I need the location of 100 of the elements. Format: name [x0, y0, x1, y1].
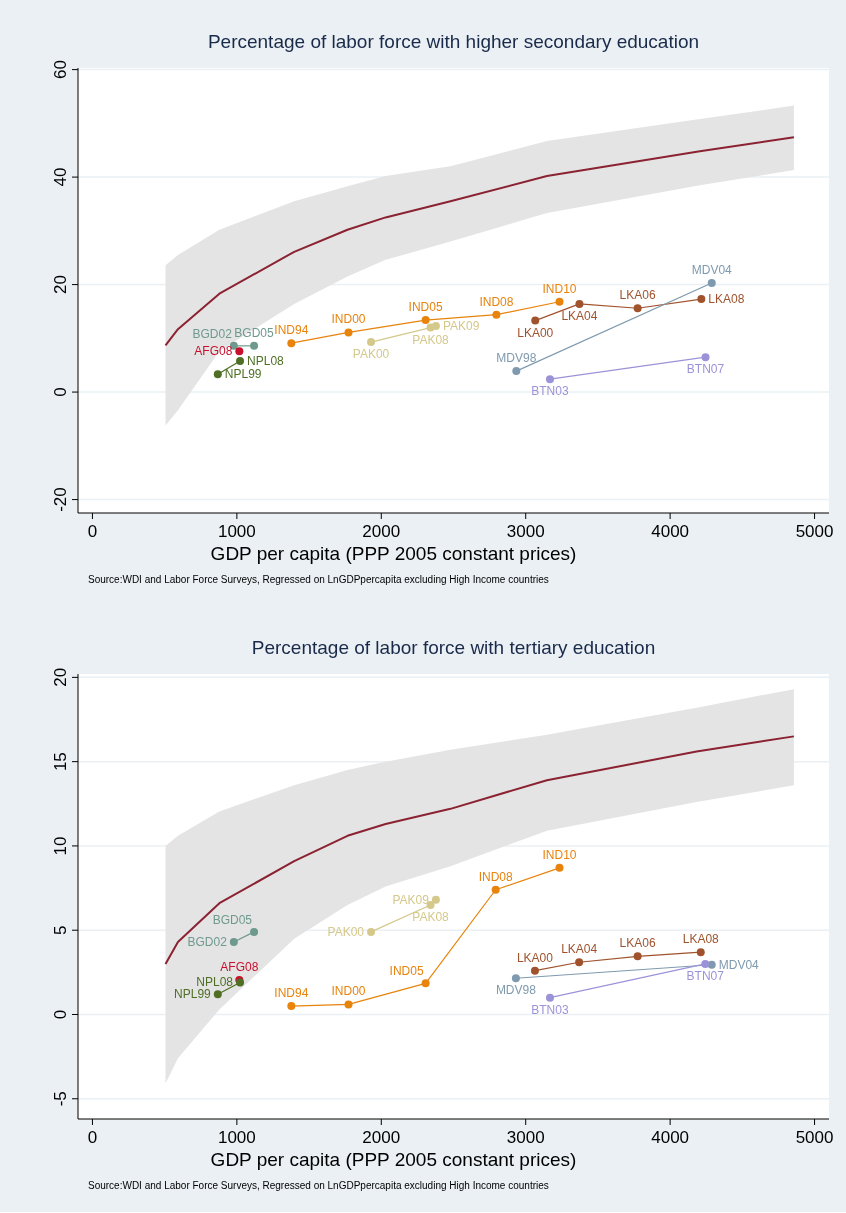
x-tick-label: 2000	[362, 522, 401, 541]
data-label: BGD02	[187, 935, 228, 950]
point	[545, 993, 554, 1002]
data-label: IND08	[479, 294, 514, 309]
point	[511, 974, 520, 983]
data-label: LKA08	[682, 932, 720, 947]
point	[575, 958, 584, 967]
y-tick-label: -5	[51, 1091, 70, 1107]
point	[701, 353, 710, 362]
y-tick-label: 15	[51, 752, 70, 772]
y-tick-label: 40	[51, 167, 70, 187]
data-label: IND00	[331, 984, 366, 999]
point	[367, 927, 376, 936]
point	[492, 310, 501, 319]
point	[250, 927, 259, 936]
data-label: IND94	[274, 986, 309, 1001]
data-label: BTN03	[531, 384, 569, 399]
data-label: IND05	[389, 964, 424, 979]
x-tick-label: 5000	[795, 522, 834, 541]
point	[545, 375, 554, 384]
point	[707, 278, 716, 287]
point	[213, 990, 222, 999]
data-label: PAK00	[327, 924, 365, 939]
data-label: IND05	[408, 300, 443, 315]
data-label: LKA00	[516, 950, 554, 965]
line-series	[164, 136, 795, 347]
source-note: Source:WDI and Labor Force Surveys, Regressed on LnGDPpercapita excluding High Income countries	[88, 574, 549, 585]
data-label: MDV98	[495, 983, 537, 998]
point	[707, 960, 716, 969]
x-tick-label: 3000	[506, 1128, 545, 1147]
point	[344, 328, 353, 337]
point	[633, 952, 642, 961]
x-tick-label: 3000	[506, 522, 545, 541]
data-label: MDV98	[496, 351, 537, 366]
data-label: PAK09	[442, 318, 480, 333]
data-label: MDV04	[691, 262, 733, 277]
point	[287, 339, 296, 348]
data-label: BTN03	[531, 1002, 569, 1017]
point	[367, 338, 376, 347]
point	[697, 295, 706, 304]
point	[287, 1002, 296, 1011]
x-tick-label: 4000	[651, 1128, 690, 1147]
y-tick-label: 20	[51, 275, 70, 295]
data-label: LKA04	[561, 942, 598, 957]
point	[696, 948, 705, 957]
data-label: PAK09	[392, 892, 430, 907]
data-label: NPL99	[224, 367, 262, 382]
point	[229, 938, 238, 947]
x-tick-label: 0	[87, 1128, 98, 1147]
x-tick-label: 1000	[217, 1128, 256, 1147]
point	[421, 979, 430, 988]
data-label: PAK00	[352, 347, 390, 362]
y-tick-label: 5	[51, 925, 70, 935]
point	[431, 895, 440, 904]
data-label: NPL99	[174, 987, 212, 1002]
data-label: IND10	[542, 847, 577, 862]
point	[512, 367, 521, 376]
y-tick-label: 60	[51, 60, 70, 80]
point	[250, 341, 259, 350]
data-label: LKA08	[708, 292, 745, 307]
x-tick-label: 2000	[362, 1128, 401, 1147]
x-tick-label: 0	[87, 522, 98, 541]
x-tick-label: 1000	[217, 522, 256, 541]
data-label: BGD02	[192, 326, 233, 341]
data-label: IND00	[331, 312, 366, 327]
point	[344, 1000, 353, 1009]
data-label: PAK08	[412, 909, 450, 924]
point	[491, 885, 500, 894]
x-axis-title: GDP per capita (PPP 2005 constant prices)	[210, 543, 577, 564]
data-label: BGD05	[212, 912, 253, 927]
data-label: NPL08	[196, 975, 234, 990]
data-label: LKA04	[561, 308, 598, 323]
data-label: LKA06	[619, 288, 656, 303]
point	[531, 316, 540, 325]
point	[236, 356, 245, 365]
data-label: NPL08	[247, 353, 285, 368]
data-label: LKA06	[619, 936, 656, 951]
y-tick-label: 0	[51, 387, 70, 397]
data-label: BTN07	[686, 362, 725, 377]
x-tick-label: 5000	[795, 1128, 834, 1147]
point	[235, 347, 244, 356]
x-axis-title: GDP per capita (PPP 2005 constant prices)	[210, 1149, 577, 1170]
data-label: LKA00	[517, 325, 554, 340]
chart-title: Percentage of labor force with tertiary education	[251, 637, 656, 658]
y-tick-label: -20	[51, 487, 70, 512]
y-tick-label: 20	[51, 667, 70, 687]
point	[421, 316, 430, 325]
y-tick-label: 10	[51, 836, 70, 856]
data-label: BGD05	[234, 325, 275, 340]
data-label: PAK08	[412, 332, 450, 347]
point	[555, 863, 564, 872]
data-label: AFG08	[220, 959, 259, 974]
point	[575, 299, 584, 308]
point	[633, 304, 642, 313]
source-note: Source:WDI and Labor Force Surveys, Regressed on LnGDPpercapita excluding High Income countries	[88, 1180, 549, 1191]
data-label: IND10	[542, 281, 577, 296]
point	[213, 370, 222, 379]
chart-title: Percentage of labor force with higher secondary education	[207, 31, 700, 52]
point	[555, 297, 564, 306]
point	[701, 959, 710, 968]
